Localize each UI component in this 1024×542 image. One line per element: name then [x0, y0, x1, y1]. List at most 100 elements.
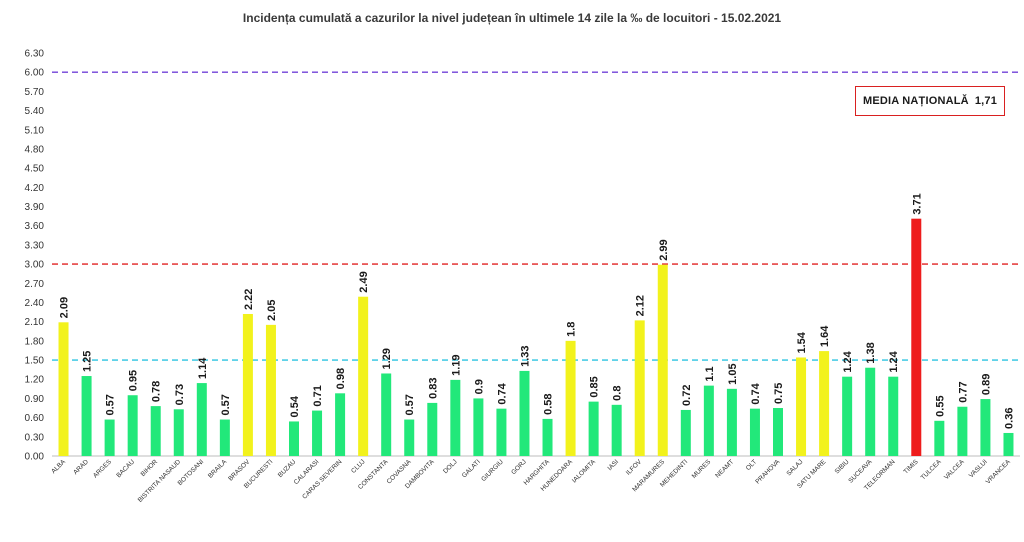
x-tick-label: GORJ: [510, 458, 528, 476]
bar-dambovita: [427, 402, 438, 456]
bar-valcea: [957, 406, 968, 456]
x-tick-label: CLUJ: [350, 458, 366, 474]
data-label: 0.74: [496, 382, 508, 404]
bar-caras-severin: [335, 393, 346, 456]
x-tick-label: DOLJ: [442, 458, 459, 475]
x-tick-label: ARGES: [92, 458, 114, 480]
y-tick-label: 0.00: [25, 452, 45, 463]
y-tick-label: 0.60: [25, 413, 45, 424]
chart-title: Incidența cumulată a cazurilor la nivel …: [242, 11, 782, 25]
data-label: 0.98: [335, 368, 347, 389]
bar-bacau: [127, 395, 138, 456]
bar-alba: [58, 322, 69, 456]
bar-gorj: [519, 370, 530, 456]
x-tick-label: ALBA: [50, 458, 67, 475]
bar-vaslui: [980, 399, 991, 456]
x-tick-label: VASLUI: [968, 458, 989, 479]
national-average-box: MEDIA NAȚIONALĂ 1,71: [855, 86, 1005, 116]
data-label: 1.64: [819, 325, 831, 347]
bar-sibiu: [842, 376, 853, 456]
axes: 0.00 0.30 0.60 0.90 1.20 1.50 1.80 2.10 2.40 2.70…: [25, 49, 1020, 463]
y-tick-label: 2.10: [25, 317, 45, 328]
x-tick-label: MURES: [691, 458, 713, 480]
y-tick-label: 5.70: [25, 87, 45, 98]
data-label: 1.25: [82, 351, 94, 372]
x-tick-label: BISTRITA NASAUD: [137, 458, 183, 504]
bar-braila: [219, 419, 230, 456]
bar-bihor: [150, 406, 161, 456]
data-label: 1.8: [566, 322, 578, 337]
bar-harghita: [542, 418, 553, 456]
x-tick-label: BRAILA: [207, 458, 229, 480]
bar-salaj: [796, 357, 807, 456]
x-tick-label: TIMIS: [902, 458, 920, 476]
data-label: 0.75: [773, 383, 785, 404]
data-label: 2.22: [243, 289, 255, 310]
y-tick-label: 3.90: [25, 202, 45, 213]
data-label: 0.78: [151, 381, 163, 402]
y-tick-label: 0.90: [25, 394, 45, 405]
bar-suceava: [865, 367, 876, 456]
national-average-label: MEDIA NAȚIONALĂ: [862, 95, 969, 107]
y-tick-label: 4.50: [25, 164, 45, 175]
x-tick-label: OLT: [745, 458, 759, 472]
y-tick-label: 6.30: [25, 49, 45, 60]
data-label: 0.89: [980, 374, 992, 395]
bar-galati: [473, 398, 484, 456]
data-label: 0.57: [220, 394, 232, 415]
bar-arad: [81, 376, 92, 456]
y-tick-label: 3.30: [25, 240, 45, 251]
bars: [58, 218, 1014, 456]
bar-buzau: [289, 421, 299, 456]
bar-bistrita-nasaud: [173, 409, 184, 456]
data-label: 0.95: [128, 370, 140, 391]
bar-dolj: [450, 379, 461, 456]
x-tick-label: ARAD: [72, 458, 90, 476]
data-label: 1.24: [842, 350, 854, 372]
data-label: 0.55: [934, 395, 946, 416]
data-label: 0.57: [404, 394, 416, 415]
data-label: 0.8: [612, 386, 624, 401]
x-tick-label: SIBIU: [834, 458, 851, 475]
y-tick-label: 2.40: [25, 298, 45, 309]
data-label: 2.49: [358, 271, 370, 292]
data-label: 1.33: [519, 346, 531, 367]
bar-prahova: [773, 408, 783, 456]
bar-teleorman: [888, 376, 899, 456]
x-tick-label: TULCEA: [920, 458, 944, 482]
x-tick-label: SALAJ: [785, 458, 804, 477]
x-tick-label: BUZAU: [277, 458, 298, 479]
data-label: 0.77: [957, 381, 969, 402]
x-tick-label: IALOMITA: [571, 458, 598, 485]
bar-ialomita: [588, 401, 599, 456]
data-label: 1.38: [865, 342, 877, 363]
bar-timis: [911, 218, 922, 456]
data-label: 2.05: [266, 299, 278, 320]
bar-cluj: [358, 296, 369, 456]
data-label: 2.09: [59, 297, 71, 318]
y-tick-label: 0.30: [25, 432, 45, 443]
data-label: 0.73: [174, 384, 186, 405]
x-tick-label: GALATI: [461, 458, 482, 479]
y-tick-label: 4.20: [25, 183, 45, 194]
bar-brasov: [242, 313, 253, 456]
data-label: 1.24: [888, 350, 900, 372]
bar-bucuresti: [265, 324, 276, 456]
data-label: 1.19: [450, 354, 462, 375]
data-label: 0.83: [427, 377, 439, 398]
y-tick-label: 1.50: [25, 356, 45, 367]
data-label: 2.99: [658, 239, 670, 260]
bar-iasi: [611, 404, 622, 456]
bar-constanta: [381, 373, 392, 456]
bar-arges: [104, 419, 115, 456]
threshold-lines: [52, 71, 1020, 361]
x-tick-label: NEAMT: [714, 458, 735, 479]
y-tick-label: 2.70: [25, 279, 45, 290]
y-tick-label: 5.10: [25, 125, 45, 136]
bar-ilfov: [634, 320, 645, 456]
data-label: 0.9: [473, 379, 485, 394]
x-tick-label: BACAU: [115, 458, 136, 479]
x-tick-label: GIURGIU: [480, 458, 505, 483]
